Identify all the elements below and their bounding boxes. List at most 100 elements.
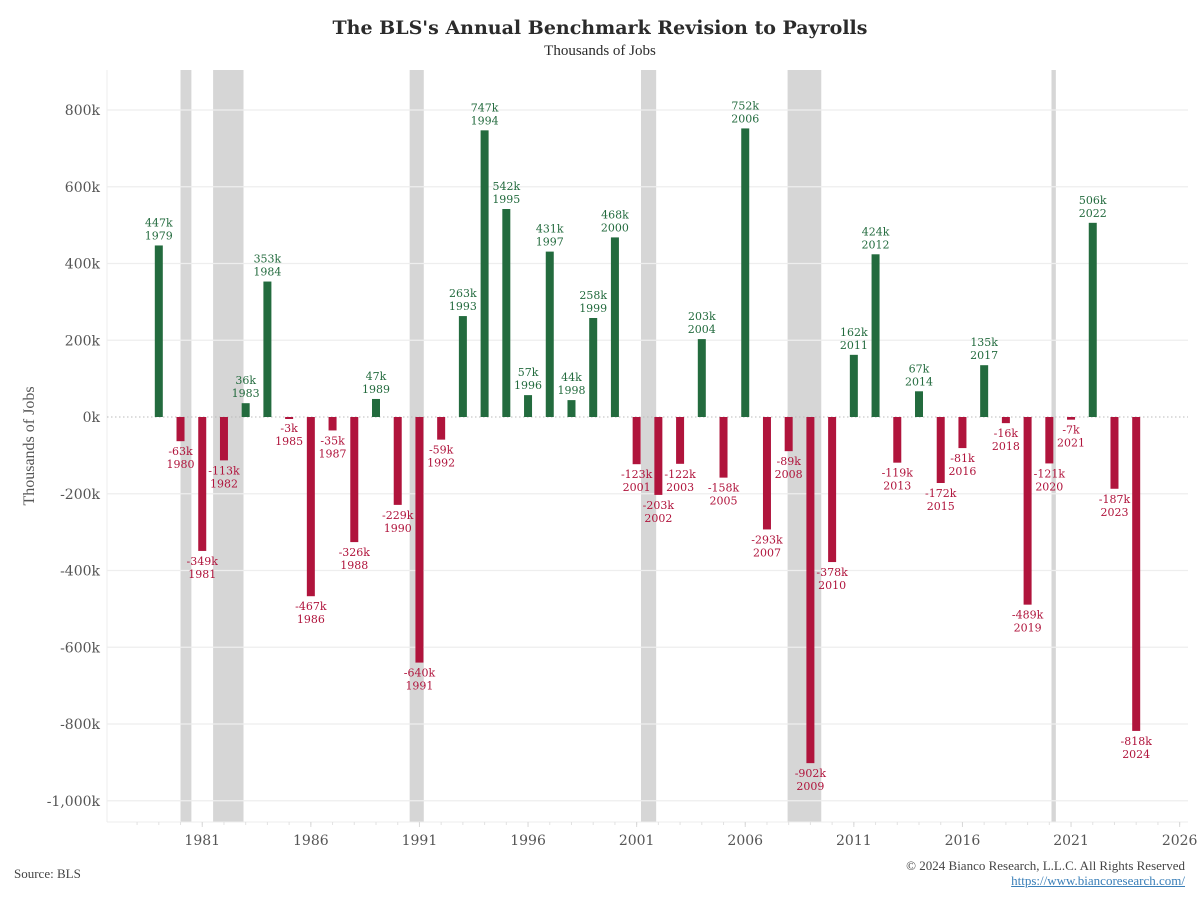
bar-value-label: -229k xyxy=(382,509,414,522)
bar-1981 xyxy=(198,417,207,551)
bar-value-label: -172k xyxy=(925,487,957,500)
bar-year-label: 1983 xyxy=(232,387,260,400)
x-tick-label: 2016 xyxy=(945,833,981,849)
bar-year-label: 1981 xyxy=(188,568,216,581)
bar-year-label: 1996 xyxy=(514,379,542,392)
bar-value-label: 258k xyxy=(579,289,607,302)
bar-year-label: 1998 xyxy=(557,384,585,397)
bar-year-label: 2006 xyxy=(731,112,759,125)
y-tick-label: 0k xyxy=(83,410,101,426)
bar-year-label: 2004 xyxy=(688,323,716,336)
bar-value-label: -7k xyxy=(1062,424,1080,437)
bar-1980 xyxy=(176,417,185,442)
bar-2015 xyxy=(936,417,945,484)
bar-value-label: -489k xyxy=(1012,609,1044,622)
bar-value-label: 747k xyxy=(471,101,499,114)
bar-year-label: 2017 xyxy=(970,349,998,362)
bar-year-label: 1991 xyxy=(405,680,433,693)
y-tick-label: -800k xyxy=(60,717,100,733)
bar-year-label: 2020 xyxy=(1035,480,1063,493)
bar-value-label: -640k xyxy=(404,667,436,680)
bar-year-label: 2008 xyxy=(775,468,803,481)
bar-value-label: -326k xyxy=(339,546,371,559)
bar-value-label: -89k xyxy=(776,455,801,468)
bar-value-label: 752k xyxy=(731,99,759,112)
bar-1991 xyxy=(415,417,424,663)
bar-2006 xyxy=(741,128,750,418)
bar-2013 xyxy=(893,417,902,463)
bar-year-label: 1994 xyxy=(471,114,499,127)
bar-2007 xyxy=(762,417,771,530)
bar-value-label: -121k xyxy=(1034,467,1066,480)
x-tick-label: 1986 xyxy=(293,833,329,849)
bar-value-label: 542k xyxy=(492,180,520,193)
bar-value-label: -119k xyxy=(882,467,914,480)
bar-value-label: 353k xyxy=(254,253,282,266)
bar-value-label: -293k xyxy=(751,533,783,546)
bar-1983 xyxy=(241,403,250,417)
y-tick-label: -600k xyxy=(60,640,100,656)
bar-1998 xyxy=(567,400,576,417)
x-tick-label: 2006 xyxy=(727,833,763,849)
bar-year-label: 2003 xyxy=(666,481,694,494)
chart-subtitle: Thousands of Jobs xyxy=(544,43,656,59)
bar-value-label: -467k xyxy=(295,600,327,613)
y-tick-label: -1,000k xyxy=(47,794,101,810)
bar-value-label: 203k xyxy=(688,310,716,323)
bar-2023 xyxy=(1110,417,1119,489)
bar-value-label: -122k xyxy=(664,468,696,481)
bar-year-label: 1989 xyxy=(362,383,390,396)
bar-year-label: 2007 xyxy=(753,546,781,559)
bar-value-label: -35k xyxy=(320,434,345,447)
bar-year-label: 1992 xyxy=(427,457,455,470)
bar-year-label: 1985 xyxy=(275,435,303,448)
bar-year-label: 2021 xyxy=(1057,437,1085,450)
bar-value-label: -378k xyxy=(816,566,848,579)
y-tick-label: 400k xyxy=(65,257,101,273)
bar-year-label: 1982 xyxy=(210,477,238,490)
bar-value-label: -818k xyxy=(1121,735,1153,748)
bar-2011 xyxy=(849,354,858,417)
bar-value-label: 67k xyxy=(909,362,930,375)
website-link[interactable]: https://www.biancoresearch.com/ xyxy=(1011,873,1185,888)
bar-year-label: 1980 xyxy=(167,458,195,471)
recession-band xyxy=(213,70,244,822)
bar-year-label: 2010 xyxy=(818,579,846,592)
bar-value-label: 263k xyxy=(449,287,477,300)
y-tick-label: -200k xyxy=(60,487,100,503)
bar-year-label: 2018 xyxy=(992,440,1020,453)
bar-value-label: -349k xyxy=(187,555,219,568)
bar-2012 xyxy=(871,254,880,417)
bar-1985 xyxy=(285,417,294,419)
bar-year-label: 2022 xyxy=(1079,207,1107,220)
bar-value-label: 506k xyxy=(1079,194,1107,207)
y-tick-label: 200k xyxy=(65,333,101,349)
y-tick-label: 800k xyxy=(65,103,101,119)
bar-2005 xyxy=(719,417,728,478)
bar-2016 xyxy=(958,417,967,449)
bar-year-label: 2005 xyxy=(710,495,738,508)
x-tick-label: 2021 xyxy=(1053,833,1089,849)
bar-year-label: 1995 xyxy=(492,193,520,206)
bar-2017 xyxy=(980,365,989,417)
y-tick-label: -400k xyxy=(60,564,100,580)
bar-value-label: -123k xyxy=(621,468,653,481)
bar-2024 xyxy=(1132,417,1141,731)
bar-value-label: 468k xyxy=(601,208,629,221)
bar-value-label: -81k xyxy=(950,452,975,465)
bar-2010 xyxy=(828,417,837,563)
bar-value-label: -59k xyxy=(429,444,454,457)
x-tick-label: 2011 xyxy=(836,833,872,849)
bar-year-label: 2015 xyxy=(927,500,955,513)
bar-1996 xyxy=(524,395,533,417)
bar-year-label: 2000 xyxy=(601,221,629,234)
bar-2018 xyxy=(1001,417,1010,424)
bar-year-label: 2013 xyxy=(883,480,911,493)
bar-1997 xyxy=(545,251,554,417)
bar-value-label: 431k xyxy=(536,223,564,236)
bar-2014 xyxy=(915,391,923,417)
bar-year-label: 2016 xyxy=(948,465,976,478)
bar-2022 xyxy=(1088,222,1097,417)
recession-band xyxy=(1051,70,1056,822)
copyright-note: © 2024 Bianco Research, L.L.C. All Right… xyxy=(906,858,1185,873)
